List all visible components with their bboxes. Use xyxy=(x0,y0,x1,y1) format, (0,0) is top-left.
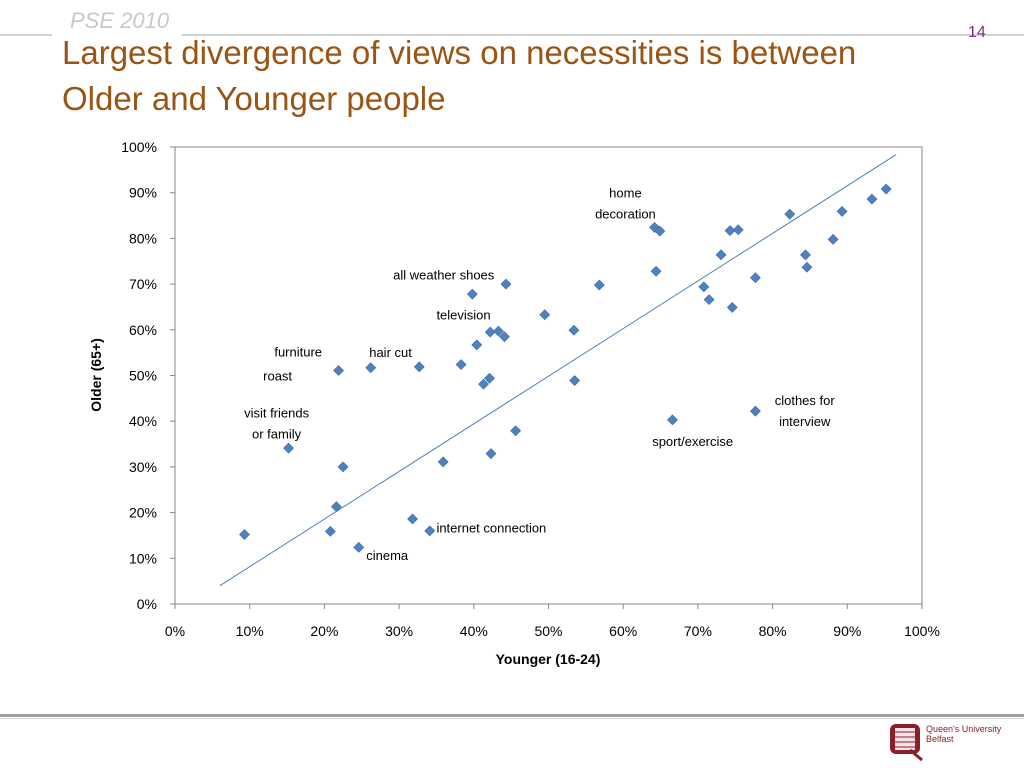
logo-line-1: Queen's University xyxy=(926,724,1001,734)
x-tick-label: 90% xyxy=(833,623,861,639)
data-point xyxy=(881,184,891,194)
y-tick-label: 70% xyxy=(129,276,157,292)
data-point xyxy=(456,360,466,370)
data-point xyxy=(750,273,760,283)
y-tick-label: 40% xyxy=(129,413,157,429)
data-point xyxy=(540,310,550,320)
x-tick-label: 50% xyxy=(534,623,562,639)
point-annotation: home xyxy=(609,185,642,200)
x-tick-label: 0% xyxy=(165,623,185,639)
x-tick-label: 20% xyxy=(310,623,338,639)
x-tick-label: 100% xyxy=(904,623,940,639)
data-point xyxy=(733,225,743,235)
data-point xyxy=(438,457,448,467)
point-annotation: visit friends xyxy=(244,406,310,421)
y-axis: 0% 10% 20% 30% 40% 50% 60% 70% 80% 90% 100% xyxy=(121,139,175,612)
data-point xyxy=(472,340,482,350)
scatter-chart: 0% 10% 20% 30% 40% 50% 60% 70% 80% 90% 100% 0% 10% 2… xyxy=(0,0,1024,700)
data-point xyxy=(704,295,714,305)
footer-rule-thin xyxy=(0,718,1024,719)
y-axis-title: Older (65+) xyxy=(88,338,104,412)
point-annotation: furniture xyxy=(274,344,322,359)
point-annotation: roast xyxy=(263,369,292,384)
data-point xyxy=(727,302,737,312)
data-point xyxy=(501,279,511,289)
data-point xyxy=(425,526,435,536)
data-point xyxy=(408,514,418,524)
data-point xyxy=(486,449,496,459)
data-point xyxy=(716,250,726,260)
logo-wordmark: Queen's University Belfast xyxy=(926,724,1001,744)
logo-emblem-icon xyxy=(890,724,922,760)
x-tick-label: 60% xyxy=(609,623,637,639)
y-tick-label: 90% xyxy=(129,185,157,201)
data-point xyxy=(800,250,810,260)
y-tick-label: 0% xyxy=(137,596,157,612)
data-point xyxy=(828,234,838,244)
point-annotation: internet connection xyxy=(436,521,546,536)
x-tick-label: 40% xyxy=(460,623,488,639)
data-point xyxy=(570,376,580,386)
data-point xyxy=(467,289,477,299)
data-point xyxy=(651,266,661,276)
y-tick-label: 50% xyxy=(129,368,157,384)
point-annotation: cinema xyxy=(366,548,409,563)
point-annotation: all weather shoes xyxy=(393,268,495,283)
footer-rule xyxy=(0,714,1024,717)
data-point xyxy=(668,415,678,425)
point-annotation: sport/exercise xyxy=(652,434,733,449)
y-tick-label: 20% xyxy=(129,505,157,521)
point-annotation: television xyxy=(436,308,490,323)
point-annotation: decoration xyxy=(595,206,656,221)
data-point xyxy=(239,530,249,540)
data-point xyxy=(354,542,364,552)
data-point xyxy=(569,325,579,335)
x-tick-label: 30% xyxy=(385,623,413,639)
data-point xyxy=(750,406,760,416)
data-point xyxy=(785,209,795,219)
data-point xyxy=(325,526,335,536)
point-annotation: interview xyxy=(779,414,831,429)
data-point xyxy=(699,282,709,292)
x-tick-label: 80% xyxy=(759,623,787,639)
point-annotation: or family xyxy=(252,427,302,442)
data-point xyxy=(511,426,521,436)
data-point xyxy=(284,443,294,453)
y-tick-label: 10% xyxy=(129,550,157,566)
logo-line-2: Belfast xyxy=(926,734,1001,744)
point-annotation: hair cut xyxy=(369,345,412,360)
data-point xyxy=(338,462,348,472)
y-tick-label: 80% xyxy=(129,230,157,246)
point-annotation: clothes for xyxy=(775,393,836,408)
data-point xyxy=(414,362,424,372)
data-point xyxy=(837,206,847,216)
x-axis: 0% 10% 20% 30% 40% 50% 60% 70% 80% 90% 100% xyxy=(165,604,940,639)
x-tick-label: 70% xyxy=(684,623,712,639)
data-points xyxy=(239,184,891,552)
data-point xyxy=(594,280,604,290)
data-point xyxy=(331,502,341,512)
x-tick-label: 10% xyxy=(236,623,264,639)
data-point xyxy=(867,194,877,204)
data-point xyxy=(725,226,735,236)
y-tick-label: 100% xyxy=(121,139,157,155)
y-tick-label: 60% xyxy=(129,322,157,338)
y-tick-label: 30% xyxy=(129,459,157,475)
data-point xyxy=(334,365,344,375)
trend-line xyxy=(220,155,896,586)
data-point xyxy=(366,363,376,373)
data-point xyxy=(802,262,812,272)
data-point xyxy=(485,327,495,337)
x-axis-title: Younger (16-24) xyxy=(496,651,601,667)
